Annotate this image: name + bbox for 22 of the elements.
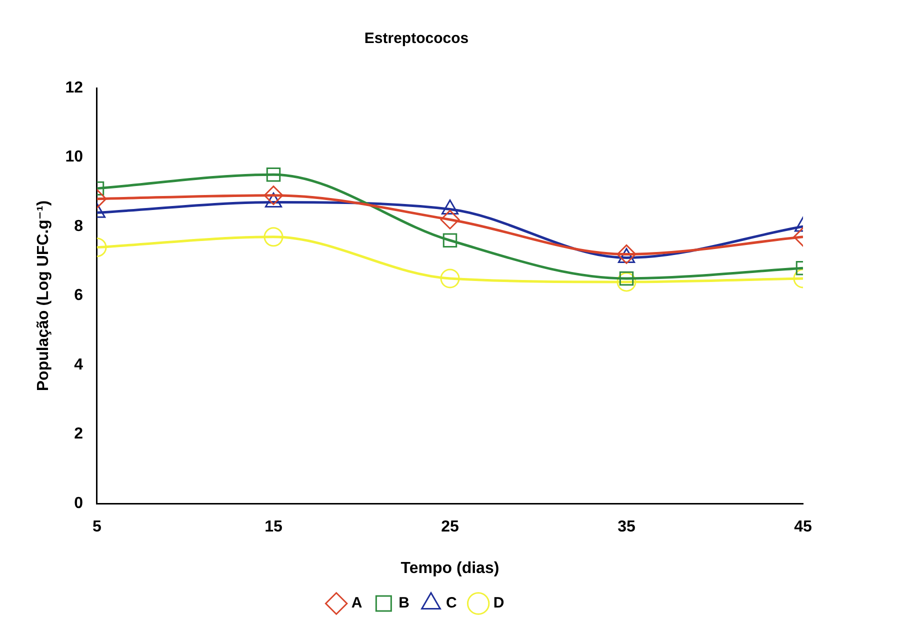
x-tick-label: 45 bbox=[794, 518, 812, 536]
y-axis-title: População (Log UFC.g⁻¹) bbox=[35, 200, 52, 392]
legend-label: B bbox=[398, 594, 410, 612]
x-tick-label: 5 bbox=[92, 518, 102, 536]
y-tick-label: 0 bbox=[74, 495, 84, 512]
legend-label: D bbox=[493, 594, 504, 612]
point bbox=[440, 210, 460, 230]
y-tick-label: 12 bbox=[65, 79, 84, 96]
y-tick-label: 6 bbox=[74, 287, 84, 304]
x-tick-label: 35 bbox=[618, 518, 636, 536]
chart-title: Estreptococos bbox=[364, 30, 469, 48]
x-axis-title: Tempo (dias) bbox=[400, 560, 500, 577]
legend-label: C bbox=[446, 594, 457, 612]
y-tick-label: 2 bbox=[74, 426, 84, 443]
legend-label: A bbox=[351, 594, 362, 612]
y-tick-label: 4 bbox=[74, 356, 84, 374]
point bbox=[442, 233, 458, 248]
y-tick-label: 8 bbox=[74, 218, 84, 235]
y-tick-label: 10 bbox=[65, 148, 84, 166]
point bbox=[440, 268, 460, 288]
x-tick-label: 25 bbox=[441, 518, 459, 536]
x-tick-label: 15 bbox=[264, 518, 282, 536]
